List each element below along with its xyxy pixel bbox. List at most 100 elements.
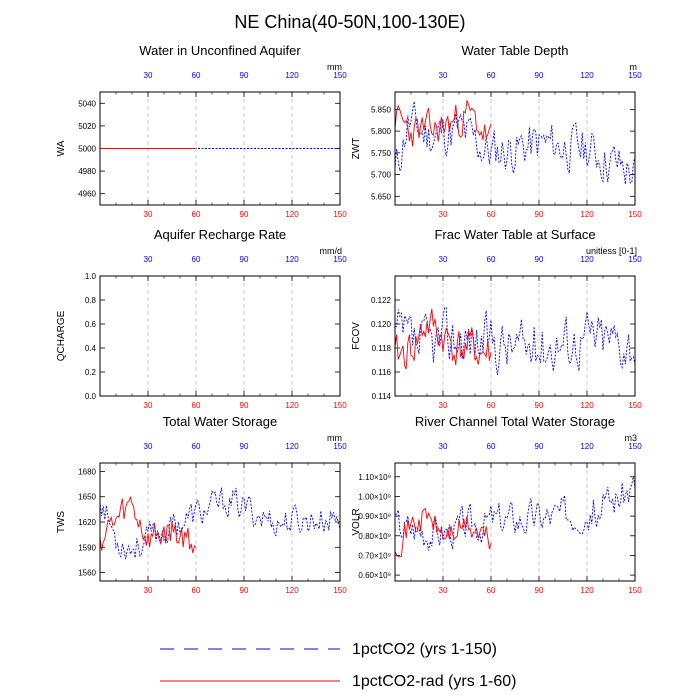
y-tick-label: 5.650 bbox=[371, 192, 392, 201]
x-tick-label-bottom: 30 bbox=[439, 586, 448, 595]
plot-frame bbox=[99, 462, 341, 582]
y-tick-label: 1590 bbox=[78, 543, 96, 552]
y-tick-label: 0.118 bbox=[372, 344, 392, 353]
plot-frame bbox=[99, 275, 341, 397]
x-tick-label-bottom: 60 bbox=[192, 210, 201, 219]
panel-ylabel: VOLR bbox=[351, 508, 362, 535]
x-tick-label-bottom: 150 bbox=[628, 586, 642, 595]
x-tick-label-bottom: 150 bbox=[628, 210, 642, 219]
panel-title: Aquifer Recharge Rate bbox=[154, 227, 286, 242]
x-tick-label-bottom: 60 bbox=[487, 210, 496, 219]
y-tick-label: 5040 bbox=[78, 99, 96, 108]
y-tick-label: 5020 bbox=[78, 122, 96, 131]
x-tick-label-bottom: 60 bbox=[192, 586, 201, 595]
x-tick-label-top: 90 bbox=[535, 71, 544, 80]
y-tick-label: 0.116 bbox=[372, 368, 392, 377]
y-tick-label: 0.90×10⁹ bbox=[358, 512, 391, 521]
x-tick-label-top: 90 bbox=[240, 442, 249, 451]
plot-frame bbox=[99, 91, 341, 206]
series-line-1pctco2-rad bbox=[394, 507, 492, 558]
series-line-1pctco2 bbox=[394, 306, 636, 375]
y-tick-label: 1680 bbox=[78, 467, 96, 476]
y-tick-label: 1620 bbox=[78, 518, 96, 527]
panel-unit: mm bbox=[327, 62, 342, 72]
x-tick-label-top: 60 bbox=[487, 255, 496, 264]
y-tick-label: 4960 bbox=[78, 190, 96, 199]
x-tick-label-bottom: 120 bbox=[285, 401, 299, 410]
x-tick-label-top: 120 bbox=[285, 255, 299, 264]
x-tick-label-bottom: 90 bbox=[240, 210, 249, 219]
x-tick-label-bottom: 120 bbox=[285, 210, 299, 219]
x-tick-label-top: 90 bbox=[240, 71, 249, 80]
y-tick-label: 4980 bbox=[78, 167, 96, 176]
x-tick-label-top: 60 bbox=[192, 442, 201, 451]
panel-3: Aquifer Recharge Rate mm/d QCHARGE 30 30 60 60… bbox=[56, 227, 347, 410]
panel-ylabel: WA bbox=[56, 140, 67, 156]
x-tick-label-bottom: 150 bbox=[628, 401, 642, 410]
x-tick-label-bottom: 30 bbox=[144, 401, 153, 410]
x-tick-label-bottom: 120 bbox=[580, 210, 594, 219]
panel-1: Water in Unconfined Aquifer mm WA 30 30 60 60 9… bbox=[56, 43, 347, 219]
panel-unit: m3 bbox=[624, 433, 637, 443]
x-tick-label-top: 30 bbox=[439, 255, 448, 264]
y-tick-label: 1.10×10⁹ bbox=[358, 473, 391, 482]
x-tick-label-top: 120 bbox=[285, 71, 299, 80]
panel-title: River Channel Total Water Storage bbox=[415, 414, 615, 429]
panel-2: Water Table Depth m ZWT 30 30 60 60 90 90 120 120 1… bbox=[351, 43, 642, 219]
series-line-1pctco2 bbox=[394, 476, 636, 551]
panel-unit: mm bbox=[327, 433, 342, 443]
x-tick-label-bottom: 30 bbox=[144, 586, 153, 595]
figure-title: NE China(40-50N,100-130E) bbox=[234, 12, 465, 32]
y-tick-label: 0.122 bbox=[371, 296, 392, 305]
legend: 1pctCO2 (yrs 1-150) 1pctCO2-rad (yrs 1-6… bbox=[160, 641, 517, 690]
panel-6: River Channel Total Water Storage m3 VOLR 3… bbox=[351, 414, 642, 595]
y-tick-label: 0.80×10⁹ bbox=[358, 532, 391, 541]
x-tick-label-top: 120 bbox=[580, 71, 594, 80]
y-tick-label: 0.120 bbox=[371, 320, 392, 329]
panel-title: Frac Water Table at Surface bbox=[434, 227, 595, 242]
panel-unit: mm/d bbox=[320, 246, 343, 256]
x-tick-label-top: 60 bbox=[192, 71, 201, 80]
legend-label-series1: 1pctCO2 (yrs 1-150) bbox=[352, 641, 497, 658]
series-line-1pctco2 bbox=[99, 487, 341, 560]
x-tick-label-top: 90 bbox=[535, 255, 544, 264]
x-tick-label-bottom: 60 bbox=[192, 401, 201, 410]
panel-ylabel: FCOV bbox=[351, 322, 362, 350]
x-tick-label-top: 30 bbox=[144, 71, 153, 80]
y-tick-label: 0.2 bbox=[85, 368, 97, 377]
x-tick-label-bottom: 60 bbox=[487, 586, 496, 595]
x-tick-label-bottom: 120 bbox=[285, 586, 299, 595]
x-tick-label-bottom: 60 bbox=[487, 401, 496, 410]
y-tick-label: 0.0 bbox=[85, 392, 97, 401]
x-tick-label-bottom: 90 bbox=[535, 210, 544, 219]
x-tick-label-bottom: 120 bbox=[580, 586, 594, 595]
x-tick-label-top: 30 bbox=[439, 71, 448, 80]
panel-title: Water in Unconfined Aquifer bbox=[139, 43, 301, 58]
y-tick-label: 0.114 bbox=[372, 392, 392, 401]
x-tick-label-bottom: 30 bbox=[439, 401, 448, 410]
y-tick-label: 1560 bbox=[78, 569, 96, 578]
x-tick-label-top: 30 bbox=[439, 442, 448, 451]
x-tick-label-top: 120 bbox=[580, 442, 594, 451]
x-tick-label-top: 30 bbox=[144, 255, 153, 264]
x-tick-label-bottom: 90 bbox=[535, 586, 544, 595]
y-tick-label: 0.6 bbox=[85, 320, 97, 329]
series-line-1pctco2-rad bbox=[394, 98, 492, 147]
panel-5: Total Water Storage mm TWS 30 30 60 60 90 90 120 1… bbox=[56, 414, 347, 595]
y-tick-label: 5.800 bbox=[371, 127, 392, 136]
y-tick-label: 5000 bbox=[78, 145, 96, 154]
x-tick-label-top: 120 bbox=[580, 255, 594, 264]
y-tick-label: 5.750 bbox=[371, 149, 392, 158]
series-line-1pctco2 bbox=[394, 101, 636, 185]
x-tick-label-top: 150 bbox=[333, 71, 347, 80]
panel-unit: unitless [0-1] bbox=[586, 246, 637, 256]
x-tick-label-top: 150 bbox=[628, 442, 642, 451]
x-tick-label-top: 150 bbox=[628, 71, 642, 80]
series-line-1pctco2-rad bbox=[394, 308, 492, 370]
panel-ylabel: TWS bbox=[56, 511, 67, 534]
x-tick-label-top: 60 bbox=[487, 442, 496, 451]
x-tick-label-top: 150 bbox=[333, 442, 347, 451]
panel-4: Frac Water Table at Surface unitless [0-1… bbox=[351, 227, 642, 410]
y-tick-label: 5.850 bbox=[371, 105, 392, 114]
